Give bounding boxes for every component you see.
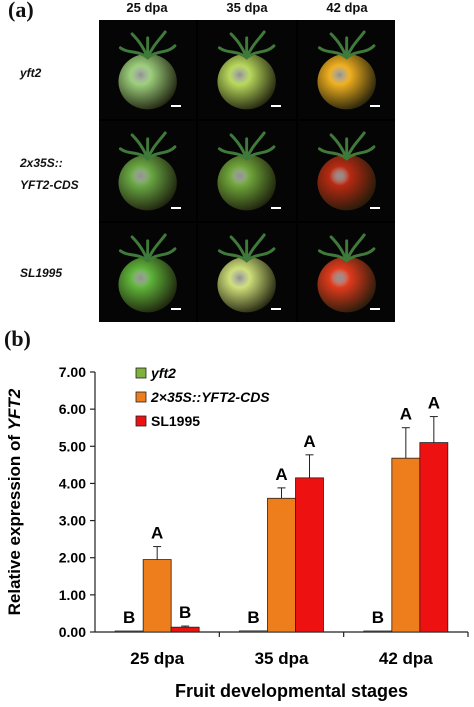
row-label-line: YFT2-CDS [20, 178, 79, 192]
legend-label: SL1995 [151, 413, 200, 429]
significance-letter: B [372, 608, 384, 627]
panel-b-label: (b) [4, 326, 31, 351]
fruit-photo [297, 121, 395, 221]
expression-bar-chart: 0.00 1.00 2.00 3.00 4.00 5.00 6.00 7.00 Relative… [5, 364, 469, 701]
fruit-photo [198, 222, 296, 322]
fruit-photo [99, 20, 197, 120]
significance-letter: A [303, 432, 315, 451]
stage-header-25dpa: 25 dpa [126, 0, 168, 15]
fruit-photo [198, 121, 296, 221]
bar-SL1995 [295, 477, 324, 633]
fruit-photo [99, 222, 197, 322]
significance-letter: A [428, 394, 440, 413]
scale-bar [270, 206, 281, 209]
x-tick-label: 25 dpa [130, 649, 184, 668]
tomato-fruit [217, 256, 277, 313]
scale-bar [270, 105, 281, 108]
significance-letter: B [247, 608, 259, 627]
y-tick-label: 3.00 [59, 513, 86, 529]
fruit-photo [297, 222, 395, 322]
fruit-photo [99, 121, 197, 221]
bar-SL1995 [170, 626, 200, 633]
y-axis-label: Relative expression of YFT2 [5, 388, 24, 615]
y-tick-label: 1.00 [59, 587, 86, 603]
bar-yft2 [114, 630, 144, 633]
scale-bar [370, 105, 380, 108]
x-tick-label: 42 dpa [379, 649, 433, 668]
legend-swatch [135, 367, 147, 379]
significance-letter: B [123, 608, 135, 627]
tomato-fruit [118, 53, 177, 110]
significance-letter: B [179, 603, 191, 622]
row-label-yft2: yft2 [20, 62, 100, 84]
bar-yft2 [363, 630, 393, 633]
tomato-fruit [317, 53, 376, 110]
y-axis-label-gene: YFT2 [5, 388, 24, 430]
bar-SL1995 [419, 442, 449, 633]
row-label-2x35s: 2x35S:: YFT2-CDS [20, 152, 100, 196]
scale-bar [270, 308, 281, 310]
bar-2×35S::YFT2-CDS [391, 457, 421, 633]
sepals [118, 30, 177, 60]
y-tick-label: 0.00 [59, 624, 86, 640]
scale-bar [171, 105, 182, 108]
x-axis-label: Fruit developmental stages [175, 681, 408, 701]
bar-2×35S::YFT2-CDS [267, 497, 296, 633]
significance-letter: A [400, 405, 412, 424]
tomato-fruit [317, 155, 376, 211]
sepals [218, 233, 276, 262]
y-tick-label: 5.00 [59, 438, 86, 454]
stage-header-42dpa: 42 dpa [326, 0, 368, 15]
scale-bar [370, 308, 380, 310]
fruit-photo [198, 20, 296, 120]
sepals [317, 131, 376, 161]
sepals [118, 233, 177, 262]
fruit-photo-grid [97, 18, 397, 324]
bar-yft2 [239, 630, 268, 633]
legend-label: 2×35S::YFT2-CDS [150, 389, 270, 405]
row-label-line: 2x35S:: [20, 156, 63, 170]
row-label-line: SL1995 [20, 266, 63, 280]
tomato-fruit [118, 256, 177, 313]
tomato-fruit [217, 155, 277, 211]
tomato-fruit [217, 53, 277, 110]
sepals [317, 30, 376, 60]
y-tick-label: 2.00 [59, 550, 86, 566]
scale-bar [370, 206, 380, 209]
sepals [218, 30, 276, 60]
y-tick-label: 4.00 [59, 475, 86, 491]
legend-label: yft2 [150, 365, 176, 381]
row-label-sl1995: SL1995 [20, 262, 100, 284]
tomato-fruit [118, 155, 177, 211]
scale-bar [171, 206, 182, 209]
bar-2×35S::YFT2-CDS [142, 559, 172, 633]
panel-a-label: (a) [8, 0, 34, 22]
row-label-line: yft2 [20, 66, 42, 80]
fruit-photo [297, 20, 395, 120]
x-tick-label: 35 dpa [255, 649, 309, 668]
scale-bar [171, 308, 182, 310]
y-tick-label: 6.00 [59, 401, 86, 417]
legend-swatch [135, 415, 147, 427]
y-tick-label: 7.00 [59, 364, 86, 380]
significance-letter: A [151, 524, 163, 543]
significance-letter: A [275, 465, 287, 484]
sepals [218, 131, 276, 161]
legend-swatch [135, 391, 147, 403]
stage-header-35dpa: 35 dpa [226, 0, 268, 15]
y-axis-label-text: Relative expression of [5, 430, 24, 615]
sepals [317, 233, 376, 262]
sepals [118, 131, 177, 161]
tomato-fruit [317, 256, 376, 313]
